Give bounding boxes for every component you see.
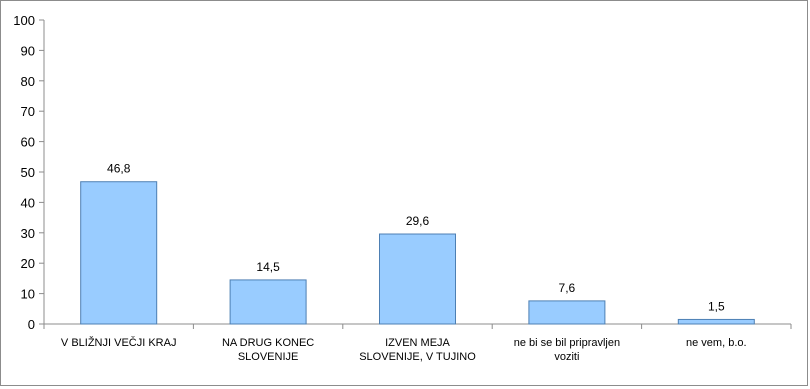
y-tick-label: 10 (21, 287, 35, 302)
bar[interactable] (528, 300, 606, 325)
category-label: ne bi se bil pripravljen (514, 337, 620, 349)
bar[interactable] (229, 279, 307, 325)
y-tick-label: 50 (21, 165, 35, 180)
y-tick-label: 30 (21, 226, 35, 241)
data-label: 46,8 (107, 162, 131, 176)
y-tick-label: 80 (21, 74, 35, 89)
data-label: 29,6 (406, 214, 430, 228)
y-tick-label: 0 (28, 317, 35, 332)
bar[interactable] (80, 181, 158, 325)
data-label: 14,5 (256, 260, 280, 274)
y-tick-label: 60 (21, 135, 35, 150)
category-label: V BLIŽNJI VEČJI KRAJ (61, 336, 177, 349)
category-label: SLOVENIJE (238, 351, 299, 363)
data-label: 7,6 (559, 281, 576, 295)
category-label: voziti (554, 351, 579, 363)
data-label: 1,5 (708, 299, 725, 313)
category-label: SLOVENIJE, V TUJINO (359, 351, 476, 363)
y-tick-label: 20 (21, 256, 35, 271)
y-tick-label: 100 (13, 13, 35, 28)
bar[interactable] (379, 233, 456, 325)
category-label: ne vem, b.o. (686, 337, 747, 349)
bar[interactable] (677, 318, 755, 325)
y-tick-label: 70 (21, 104, 35, 119)
y-tick-label: 90 (21, 43, 35, 58)
y-tick-label: 40 (21, 195, 35, 210)
category-label: NA DRUG KONEC (222, 337, 314, 349)
category-label: IZVEN MEJA (385, 337, 450, 349)
